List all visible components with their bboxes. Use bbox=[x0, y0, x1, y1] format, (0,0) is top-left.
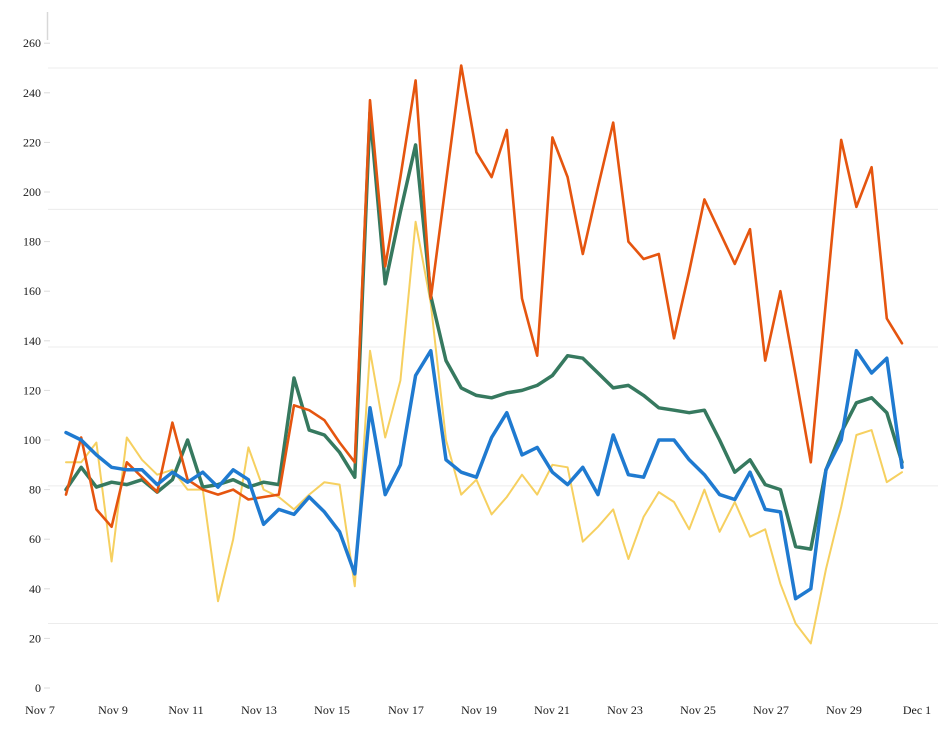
y-tick-label: 0 bbox=[35, 681, 41, 695]
yellow-series-line bbox=[65, 220, 903, 645]
x-tick-label: Nov 23 bbox=[607, 703, 643, 717]
y-tick-label: 220 bbox=[23, 135, 41, 149]
y-tick-label: 60 bbox=[29, 532, 41, 546]
x-tick-label: Nov 27 bbox=[753, 703, 789, 717]
y-tick-label: 200 bbox=[23, 185, 41, 199]
x-tick-label: Nov 29 bbox=[826, 703, 862, 717]
y-tick-label: 40 bbox=[29, 582, 41, 596]
x-tick-label: Nov 7 bbox=[25, 703, 55, 717]
y-tick-label: 240 bbox=[23, 86, 41, 100]
x-tick-label: Nov 19 bbox=[461, 703, 497, 717]
x-tick-label: Nov 21 bbox=[534, 703, 570, 717]
x-tick-label: Nov 11 bbox=[168, 703, 203, 717]
x-tick-label: Nov 13 bbox=[241, 703, 277, 717]
x-tick-label: Nov 15 bbox=[314, 703, 350, 717]
y-tick-label: 80 bbox=[29, 483, 41, 497]
green-series-line bbox=[64, 110, 904, 551]
orange-series-line bbox=[64, 64, 904, 529]
x-tick-label: Nov 25 bbox=[680, 703, 716, 717]
x-tick-label: Nov 9 bbox=[98, 703, 128, 717]
blue-series-line bbox=[64, 348, 904, 601]
y-tick-label: 140 bbox=[23, 334, 41, 348]
x-tick-label: Dec 1 bbox=[903, 703, 931, 717]
y-tick-label: 100 bbox=[23, 433, 41, 447]
y-tick-label: 180 bbox=[23, 235, 41, 249]
y-tick-label: 160 bbox=[23, 284, 41, 298]
y-tick-label: 260 bbox=[23, 36, 41, 50]
y-tick-label: 20 bbox=[29, 631, 41, 645]
y-tick-label: 120 bbox=[23, 383, 41, 397]
x-tick-label: Nov 17 bbox=[388, 703, 424, 717]
